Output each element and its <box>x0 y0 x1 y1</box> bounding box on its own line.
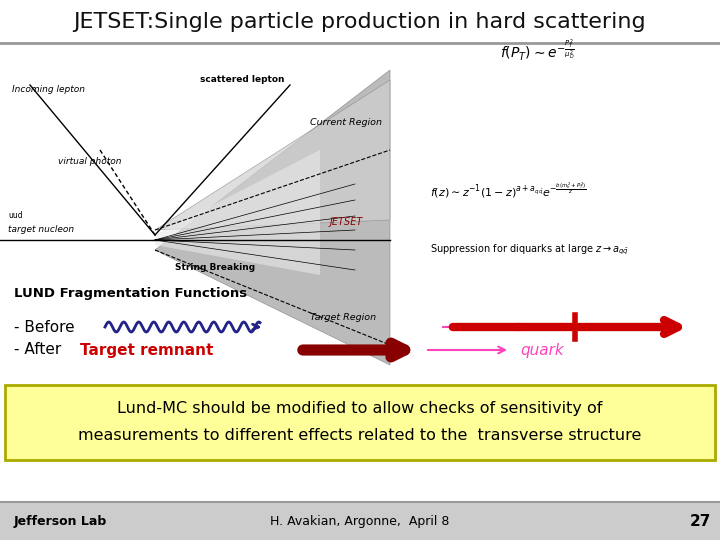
Text: String Breaking: String Breaking <box>175 263 255 272</box>
Text: quark: quark <box>520 342 564 357</box>
Text: Incoming lepton: Incoming lepton <box>12 85 85 94</box>
Text: JETSET:Single particle production in hard scattering: JETSET:Single particle production in har… <box>73 12 647 32</box>
Text: 27: 27 <box>689 514 711 529</box>
Text: - After: - After <box>14 342 61 357</box>
Text: virtual photon: virtual photon <box>58 157 122 166</box>
Bar <box>5 385 715 460</box>
Bar <box>0 502 720 540</box>
Text: $f(P_T) \sim e^{-\frac{P_T^2}{\mu_D^2}}$: $f(P_T) \sim e^{-\frac{P_T^2}{\mu_D^2}}$ <box>500 37 575 63</box>
Text: measurements to different effects related to the  transverse structure: measurements to different effects relate… <box>78 429 642 443</box>
Text: Suppression for diquarks at large $z \rightarrow a_{q\bar{q}}$: Suppression for diquarks at large $z \ri… <box>430 243 629 257</box>
Text: Target remnant: Target remnant <box>80 342 213 357</box>
Text: Lund-MC should be modified to allow checks of sensitivity of: Lund-MC should be modified to allow chec… <box>117 402 603 416</box>
Polygon shape <box>155 80 390 230</box>
Text: LUND Fragmentation Functions: LUND Fragmentation Functions <box>14 287 247 300</box>
Polygon shape <box>155 70 390 365</box>
Text: target nucleon: target nucleon <box>8 225 74 234</box>
Text: Current Region: Current Region <box>310 118 382 127</box>
Bar <box>0 43 720 380</box>
Text: H. Avakian, Argonne,  April 8: H. Avakian, Argonne, April 8 <box>270 515 450 528</box>
Text: - Before: - Before <box>14 320 75 334</box>
Text: Target Region: Target Region <box>310 313 376 322</box>
Bar <box>0 0 720 43</box>
Text: uud: uud <box>8 211 22 220</box>
Polygon shape <box>155 150 320 275</box>
Text: $f(z) \sim z^{-1}(1-z)^{a+a_{q\bar{q}}}e^{-\frac{b(m_h^2+P_T^2)}{z}}$: $f(z) \sim z^{-1}(1-z)^{a+a_{q\bar{q}}}e… <box>430 180 587 200</box>
Text: JETSET: JETSET <box>330 217 364 227</box>
Text: scattered lepton: scattered lepton <box>200 75 284 84</box>
Text: Jefferson Lab: Jefferson Lab <box>14 515 107 528</box>
